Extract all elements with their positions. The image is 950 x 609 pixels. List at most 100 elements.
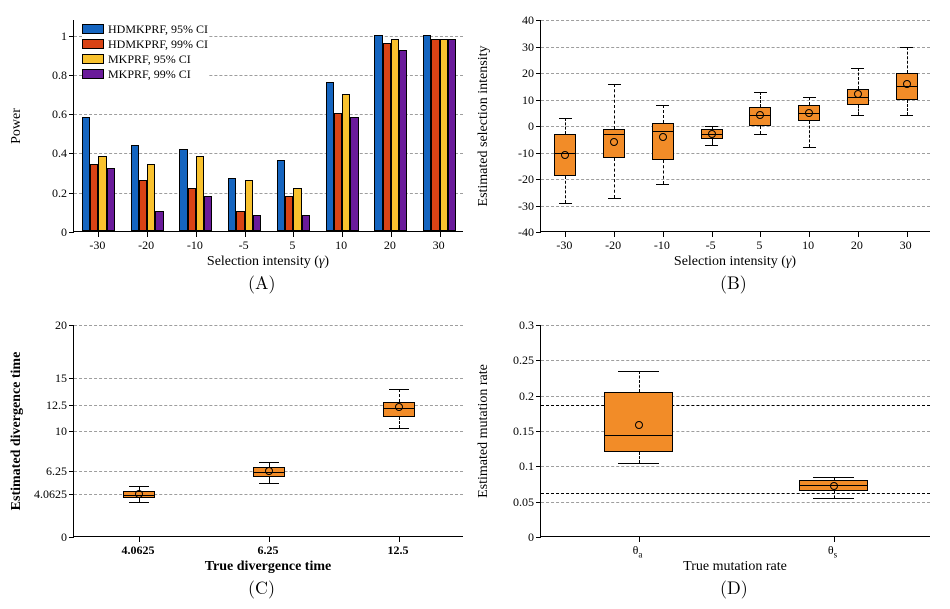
bar-hdmkprf99	[236, 211, 244, 231]
ytick-mark	[536, 179, 541, 180]
median-line	[604, 435, 672, 436]
legend-label: MKPRF, 95% CI	[108, 52, 191, 66]
whisker	[809, 97, 810, 105]
ytick-mark	[536, 502, 541, 503]
legend-swatch	[82, 69, 104, 79]
bar-hdmkprf95	[131, 145, 139, 231]
xtick-mark	[196, 232, 197, 237]
whisker-cap	[656, 184, 669, 185]
legend-swatch	[82, 39, 104, 49]
xtick-label: θs	[803, 543, 863, 559]
whisker-cap	[618, 371, 659, 372]
mean-marker	[265, 467, 273, 475]
bar-mkprf99	[253, 215, 261, 231]
y-axis-title: Power	[9, 26, 25, 226]
bar-mkprf99	[155, 211, 163, 231]
median-line	[603, 134, 625, 135]
bar-mkprf99	[204, 196, 212, 231]
whisker	[907, 47, 908, 74]
reference-line	[541, 493, 930, 494]
legend-item: HDMKPRF, 95% CI	[82, 22, 208, 36]
ytick-mark	[536, 20, 541, 21]
ytick-mark	[69, 153, 74, 154]
ytick-mark	[536, 206, 541, 207]
bar-hdmkprf95	[82, 117, 90, 231]
xtick-label: 6.25	[238, 543, 298, 558]
xtick-label: 30	[409, 238, 469, 253]
whisker-cap	[608, 198, 621, 199]
xtick-mark	[342, 232, 343, 237]
mean-marker	[395, 403, 403, 411]
panel-D: 00.050.10.150.20.250.3θaθsTrue mutation …	[540, 325, 930, 537]
ytick-mark	[536, 47, 541, 48]
bar-hdmkprf95	[179, 149, 187, 231]
mean-marker	[708, 130, 716, 138]
legend-item: MKPRF, 95% CI	[82, 52, 208, 66]
ytick-mark	[536, 126, 541, 127]
whisker	[399, 417, 400, 428]
ytick-mark	[536, 537, 541, 538]
bar-hdmkprf95	[228, 178, 236, 231]
box	[652, 123, 674, 160]
xtick-mark	[565, 232, 566, 237]
whisker-cap	[705, 126, 718, 127]
whisker	[565, 176, 566, 203]
xtick-mark	[139, 537, 140, 542]
ytick-mark	[536, 396, 541, 397]
ytick-mark	[69, 537, 74, 538]
panel-letter-C: (C)	[248, 575, 275, 600]
ytick-label: 0	[17, 530, 67, 545]
xtick-mark	[245, 232, 246, 237]
whisker-cap	[389, 389, 409, 390]
bar-mkprf95	[98, 156, 106, 231]
whisker-cap	[559, 203, 572, 204]
whisker-cap	[754, 134, 767, 135]
xtick-mark	[614, 232, 615, 237]
bar-mkprf95	[196, 156, 204, 231]
whisker	[663, 160, 664, 184]
ytick-label: 0	[17, 225, 67, 240]
ytick-mark	[69, 431, 74, 432]
ytick-mark	[69, 471, 74, 472]
whisker-cap	[705, 145, 718, 146]
panel-letter-D: (D)	[720, 575, 748, 600]
bar-mkprf95	[293, 188, 301, 231]
xtick-mark	[269, 537, 270, 542]
xtick-label: θa	[608, 543, 668, 559]
whisker-cap	[813, 477, 854, 478]
whisker-cap	[389, 428, 409, 429]
whisker	[834, 491, 835, 498]
ytick-mark	[69, 36, 74, 37]
ytick-mark	[69, 378, 74, 379]
ytick-label: 0	[484, 530, 534, 545]
xtick-mark	[391, 232, 392, 237]
whisker	[760, 92, 761, 108]
panel-letter-A: (A)	[248, 270, 276, 295]
whisker-cap	[608, 84, 621, 85]
xtick-mark	[98, 232, 99, 237]
plot-area-B	[540, 20, 930, 232]
mean-marker	[135, 490, 143, 498]
ytick-mark	[69, 405, 74, 406]
ytick-mark	[536, 153, 541, 154]
whisker	[614, 84, 615, 129]
whisker-cap	[129, 486, 149, 487]
whisker	[663, 105, 664, 124]
panel-C: 04.06256.251012.515204.06256.2512.5True …	[73, 325, 463, 537]
mean-marker	[830, 482, 838, 490]
x-axis-title: True divergence time	[73, 559, 463, 575]
xtick-mark	[809, 232, 810, 237]
bar-hdmkprf99	[334, 113, 342, 231]
ytick-mark	[69, 193, 74, 194]
ytick-mark	[536, 466, 541, 467]
bar-mkprf95	[147, 164, 155, 231]
whisker	[907, 100, 908, 116]
whisker	[858, 68, 859, 89]
xtick-mark	[440, 232, 441, 237]
panel-B: -40-30-20-10010203040-30-20-10-55102030S…	[540, 20, 930, 232]
xtick-mark	[760, 232, 761, 237]
bar-hdmkprf99	[383, 43, 391, 231]
whisker-cap	[803, 147, 816, 148]
bar-mkprf99	[107, 168, 115, 231]
whisker-cap	[851, 68, 864, 69]
